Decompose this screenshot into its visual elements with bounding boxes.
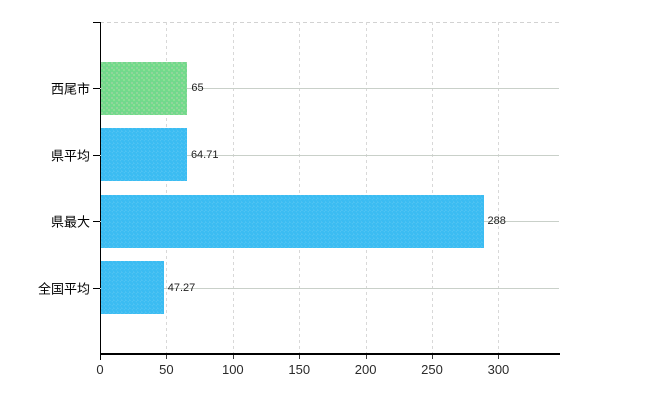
value-label: 64.71	[190, 148, 219, 161]
gridline-vertical	[432, 22, 434, 353]
plot-area: 0 50 100 150 200 250 300 西尾市 65 県平均 64.71 県最大 288 全国平…	[38, 22, 560, 377]
category-tick	[93, 88, 100, 90]
plot-top-border	[100, 22, 559, 23]
gridline-vertical	[166, 22, 168, 353]
x-axis-tick	[100, 355, 101, 360]
gridline-vertical	[365, 22, 367, 353]
x-tick-label: 300	[487, 362, 510, 377]
category-label: 全国平均	[37, 281, 90, 297]
category-tick	[93, 221, 100, 223]
x-axis-tick	[365, 355, 367, 359]
category-label: 県最大	[50, 214, 90, 230]
gridline-horizontal	[100, 88, 559, 90]
bar-2	[101, 128, 187, 182]
x-axis-tick	[432, 355, 434, 359]
x-tick-label: 250	[421, 362, 443, 377]
value-label: 65	[191, 82, 204, 95]
bar-3	[101, 194, 484, 248]
category-label: 県平均	[50, 148, 90, 164]
x-axis-tick	[299, 355, 301, 359]
x-tick-label: 150	[288, 362, 311, 377]
y-axis	[100, 22, 101, 354]
bar-1	[101, 61, 188, 115]
value-label: 47.27	[167, 281, 196, 294]
x-axis-tick	[232, 355, 234, 359]
x-tick-label: 200	[354, 362, 377, 377]
bar-4	[101, 261, 164, 315]
x-axis-tick	[498, 355, 500, 359]
gridline-vertical	[498, 22, 500, 353]
category-label: 西尾市	[50, 81, 90, 97]
x-axis-tick	[166, 355, 168, 359]
x-tick-label: 50	[159, 362, 174, 377]
gridline-horizontal	[100, 287, 559, 289]
axis-top-tick	[93, 22, 100, 23]
gridline-horizontal	[100, 154, 559, 156]
x-tick-label: 0	[96, 362, 104, 377]
category-tick	[93, 154, 100, 156]
x-tick-label: 100	[221, 362, 244, 377]
gridline-vertical	[232, 22, 234, 353]
category-tick	[93, 287, 100, 289]
gridline-vertical	[299, 22, 301, 353]
x-axis	[100, 353, 560, 355]
value-label: 288	[487, 215, 506, 228]
